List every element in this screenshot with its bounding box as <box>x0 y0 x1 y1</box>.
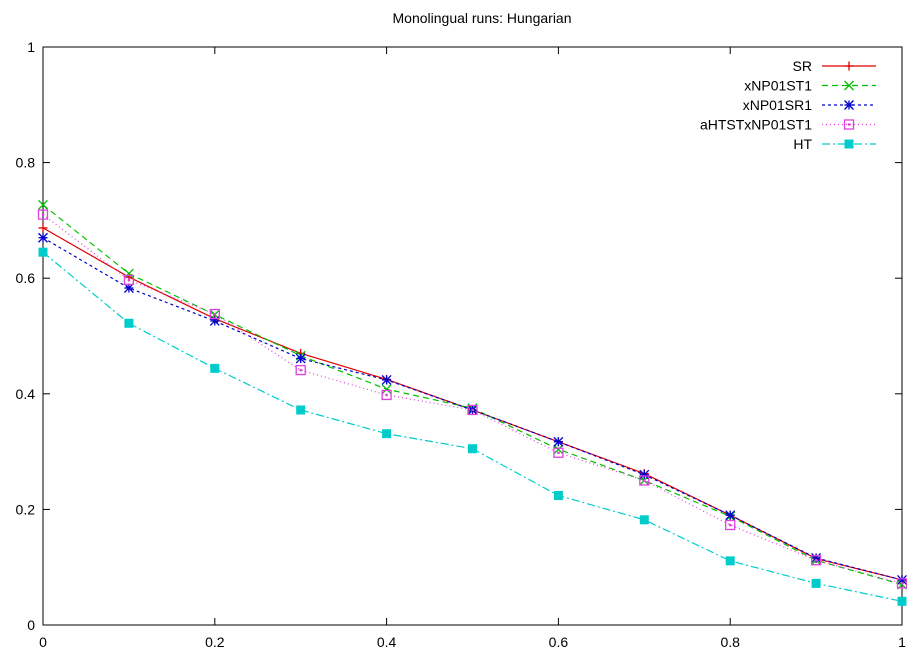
data-point <box>725 556 735 566</box>
y-tick-label: 0.2 <box>16 501 36 517</box>
legend-entry: SR <box>793 58 876 74</box>
legend-entry: aHTSTxNP01ST1 <box>700 117 876 133</box>
data-point <box>639 475 650 486</box>
series-line <box>42 204 903 586</box>
data-point <box>209 316 220 326</box>
data-point <box>553 444 564 455</box>
x-tick-label: 0.6 <box>549 634 569 650</box>
legend-label: HT <box>793 136 812 152</box>
series-line <box>42 227 903 581</box>
y-tick-label: 1 <box>27 39 35 55</box>
data-point <box>38 223 48 233</box>
legend-marker <box>844 80 854 91</box>
data-point <box>295 364 306 376</box>
data-point <box>810 555 822 566</box>
y-tick-label: 0 <box>27 617 35 633</box>
data-point <box>38 199 48 210</box>
legend-marker <box>844 139 854 149</box>
data-point <box>381 374 392 385</box>
y-tick-label: 0.4 <box>16 386 36 402</box>
legend-marker <box>844 61 854 71</box>
data-point <box>811 578 821 588</box>
plot-frame <box>42 46 903 626</box>
series-layer <box>37 199 907 606</box>
data-point <box>210 363 220 373</box>
legend-label: aHTSTxNP01ST1 <box>700 117 812 133</box>
data-point <box>468 444 477 454</box>
data-point <box>37 209 49 220</box>
x-tick-label: 0.4 <box>377 634 397 650</box>
legend-marker <box>843 119 855 130</box>
data-point <box>725 519 736 531</box>
data-point <box>295 353 306 364</box>
y-tick-label: 0.6 <box>16 270 36 286</box>
legend: SR xNP01ST1 xNP01SR1 aHTSTxNP01ST1 HT <box>700 58 876 152</box>
legend-marker <box>844 100 854 110</box>
data-point <box>209 308 220 320</box>
series-xNP01ST1 <box>38 199 907 590</box>
data-point <box>725 510 736 521</box>
legend-entry: xNP01SR1 <box>743 97 876 113</box>
data-point <box>553 491 563 501</box>
data-point <box>639 515 649 525</box>
data-point <box>553 447 564 458</box>
data-point <box>296 405 306 415</box>
data-point <box>639 469 650 480</box>
data-point <box>381 384 392 395</box>
series-SR <box>38 223 907 585</box>
y-tick-label: 0.8 <box>16 155 36 171</box>
plot-axes: 0 0.2 0.4 0.6 0.8 1 0 0.2 0.4 0.6 0.8 1 <box>16 39 907 650</box>
series-HT <box>38 247 907 606</box>
x-tick-label: 0.8 <box>720 634 740 650</box>
chart-title: Monolingual runs: Hungarian <box>393 10 572 26</box>
data-point <box>897 596 907 606</box>
data-point <box>467 404 478 416</box>
x-tick-label: 0 <box>39 634 47 650</box>
data-point <box>123 274 135 286</box>
data-point <box>553 436 564 447</box>
data-point <box>123 268 134 279</box>
legend-entry: HT <box>793 136 876 152</box>
legend-label: SR <box>793 58 812 74</box>
data-point <box>38 247 48 257</box>
data-point <box>124 318 134 328</box>
x-tick-label: 1 <box>898 634 906 650</box>
legend-entry: xNP01ST1 <box>744 78 876 94</box>
data-point <box>38 232 48 243</box>
data-point <box>382 429 392 439</box>
data-point <box>381 389 392 401</box>
series-aHTSTxNP01ST1 <box>37 209 907 589</box>
legend-label: xNP01SR1 <box>743 97 812 113</box>
series-line <box>42 214 903 584</box>
legend-label: xNP01ST1 <box>744 78 812 94</box>
x-tick-label: 0.2 <box>205 634 225 650</box>
